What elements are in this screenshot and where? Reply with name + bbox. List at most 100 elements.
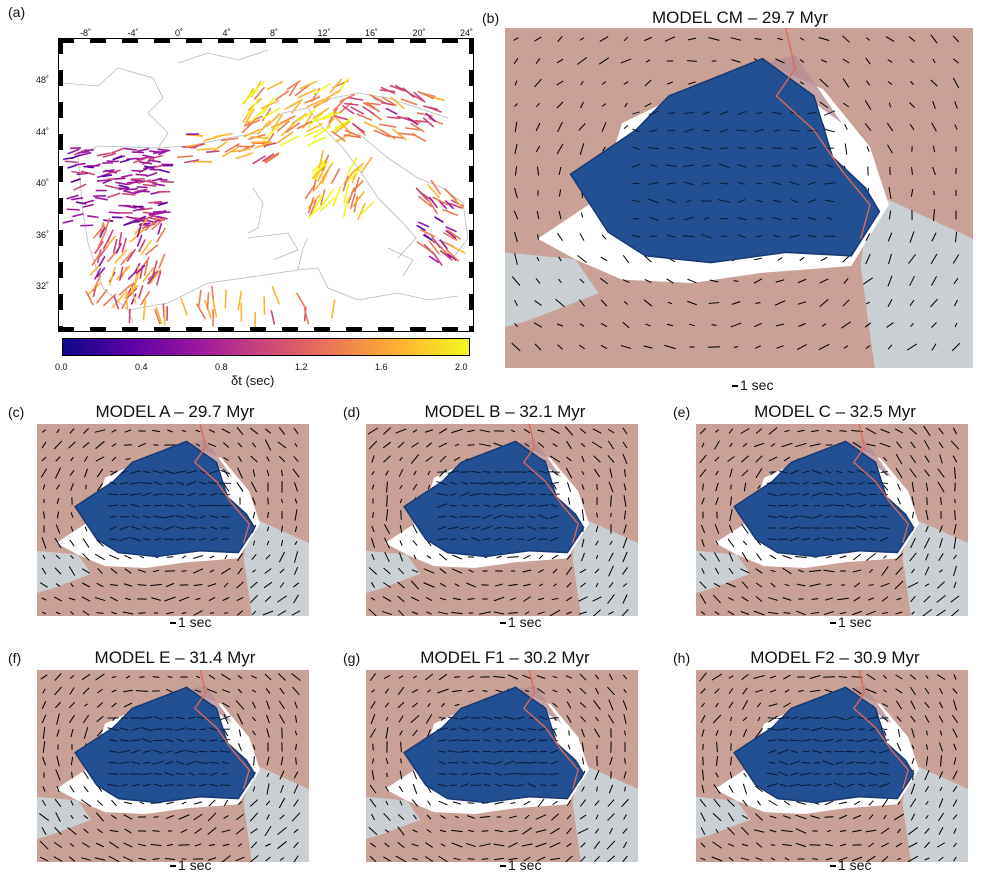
splitting-stick — [415, 119, 429, 123]
model-splitting-stick — [521, 843, 533, 847]
slab-splitting-stick — [867, 526, 879, 530]
model-splitting-stick — [55, 812, 61, 822]
model-splitting-stick — [741, 826, 749, 836]
splitting-stick — [136, 156, 150, 161]
slab-splitting-stick — [495, 783, 502, 787]
model-splitting-stick — [715, 497, 719, 505]
model-splitting-stick — [594, 468, 600, 478]
model-splitting-stick — [208, 429, 216, 433]
colorbar-tick-label: 1.2 — [295, 362, 308, 372]
model-splitting-stick — [523, 596, 531, 602]
splitting-stick — [222, 147, 239, 158]
model-splitting-stick — [479, 429, 491, 433]
model-splitting-stick — [251, 442, 257, 448]
slab-splitting-stick — [108, 773, 119, 775]
model-splitting-stick — [537, 597, 545, 601]
model-splitting-stick — [937, 581, 945, 589]
model-splitting-stick — [866, 443, 876, 447]
model-splitting-stick — [509, 597, 517, 601]
model-splitting-stick — [607, 686, 615, 696]
model-splitting-stick — [371, 484, 375, 490]
model-splitting-stick — [493, 611, 505, 615]
model-splitting-stick — [369, 784, 377, 794]
slab-splitting-stick — [437, 526, 447, 530]
splitting-stick — [102, 168, 115, 173]
model-splitting-stick — [266, 526, 270, 532]
model-splitting-stick — [579, 323, 585, 327]
model-splitting-stick — [887, 59, 893, 63]
slab-splitting-stick — [186, 480, 197, 486]
ocean-region-west — [366, 550, 421, 593]
model-splitting-stick — [412, 783, 418, 795]
model-splitting-stick — [701, 442, 705, 448]
slab-splitting-stick — [175, 537, 185, 541]
model-splitting-stick — [437, 688, 449, 694]
slab-splitting-stick — [131, 727, 140, 731]
slab-splitting-stick — [738, 147, 746, 150]
scale-bar — [500, 622, 506, 625]
slab-splitting-stick — [791, 217, 798, 220]
slab-splitting-stick — [527, 537, 537, 542]
slab-splitting-stick — [142, 538, 151, 541]
splitting-stick — [405, 127, 423, 131]
model-splitting-stick — [96, 729, 104, 737]
splitting-stick — [148, 210, 161, 216]
model-splitting-stick — [924, 857, 930, 861]
model-splitting-stick — [897, 728, 901, 738]
model-splitting-stick — [796, 842, 806, 848]
slab-splitting-stick — [527, 525, 537, 531]
splitting-stick — [62, 157, 74, 161]
splitting-stick — [418, 221, 430, 228]
model-splitting-stick — [138, 857, 146, 861]
slab-splitting-stick — [107, 727, 119, 732]
model-splitting-stick — [124, 568, 132, 574]
splitting-stick — [410, 122, 425, 133]
slab-splitting-stick — [719, 128, 729, 133]
model-splitting-stick — [123, 702, 133, 708]
model-splitting-stick — [579, 278, 585, 284]
model-splitting-stick — [931, 122, 937, 132]
model-splitting-stick — [728, 785, 734, 793]
model-splitting-stick — [411, 688, 419, 694]
slab-splitting-stick — [880, 470, 888, 474]
slab-splitting-stick — [152, 749, 164, 754]
slab-splitting-stick — [846, 537, 855, 541]
slab-splitting-stick — [811, 469, 823, 475]
model-splitting-stick — [370, 813, 376, 821]
model-splitting-stick — [369, 798, 377, 808]
slab-splitting-stick — [719, 111, 729, 115]
model-splitting-stick — [795, 828, 807, 834]
model-splitting-stick — [600, 299, 608, 307]
slab-splitting-stick — [811, 749, 823, 754]
model-splitting-stick — [122, 611, 134, 615]
model-splitting-stick — [385, 509, 389, 521]
model-splitting-stick — [137, 843, 147, 847]
model-splitting-stick — [953, 467, 957, 479]
model-splitting-stick — [910, 700, 916, 710]
model-splitting-stick — [151, 597, 161, 601]
splitting-stick — [147, 159, 161, 163]
model-splitting-stick — [412, 540, 418, 546]
splitting-stick — [325, 89, 342, 100]
model-splitting-stick — [701, 729, 705, 737]
slab-splitting-stick — [163, 515, 175, 519]
slab-splitting-stick — [472, 750, 480, 753]
model-splitting-stick — [888, 210, 892, 220]
model-splitting-stick — [125, 597, 131, 601]
slab-splitting-stick — [538, 514, 548, 520]
slab-splitting-stick — [846, 773, 855, 775]
model-splitting-stick — [622, 551, 628, 563]
scale-text: 1 sec — [508, 614, 542, 630]
slab-splitting-stick — [165, 738, 174, 743]
model-splitting-stick — [622, 841, 628, 849]
splitting-stick — [379, 129, 396, 140]
model-splitting-stick — [699, 581, 707, 589]
ocean-region-east — [902, 762, 968, 862]
model-splitting-stick — [368, 440, 378, 450]
slab-splitting-stick — [164, 771, 175, 777]
model-splitting-stick — [207, 857, 217, 861]
model-splitting-stick — [139, 801, 145, 805]
model-splitting-stick — [593, 728, 601, 738]
splitting-stick — [155, 306, 163, 325]
splitting-stick — [379, 89, 396, 93]
